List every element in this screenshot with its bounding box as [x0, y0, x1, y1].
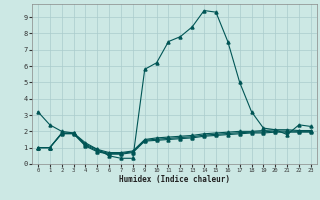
X-axis label: Humidex (Indice chaleur): Humidex (Indice chaleur): [119, 175, 230, 184]
